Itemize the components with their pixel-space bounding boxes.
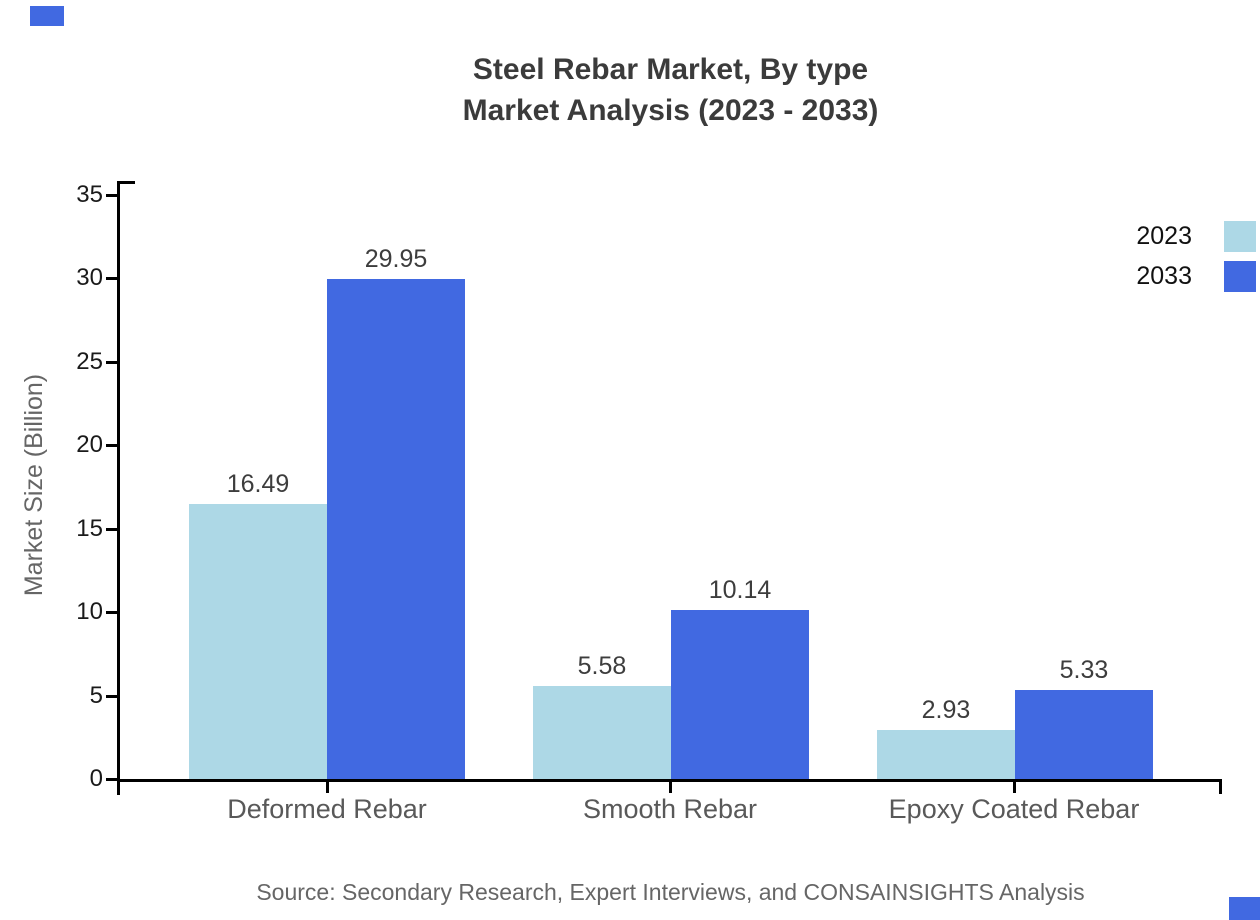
bar-2033-smooth-rebar bbox=[671, 610, 809, 779]
x-axis-spine bbox=[119, 779, 1222, 782]
y-tick-label: 20 bbox=[76, 431, 103, 459]
bar-value-label: 5.33 bbox=[1059, 656, 1109, 684]
category-label-deformed-rebar: Deformed Rebar bbox=[227, 794, 427, 824]
bar-value-label: 29.95 bbox=[364, 245, 428, 273]
bar-2023-epoxy-coated-rebar bbox=[877, 730, 1015, 779]
y-tick-mark bbox=[106, 778, 119, 781]
legend-label-2033: 2033 bbox=[1136, 262, 1192, 290]
chart-title: Steel Rebar Market, By type Market Analy… bbox=[119, 49, 1222, 131]
y-tick-mark bbox=[106, 611, 119, 615]
bar-value-label: 16.49 bbox=[226, 470, 290, 498]
legend-swatch-2023 bbox=[1224, 221, 1256, 252]
bar-value-label: 10.14 bbox=[708, 576, 772, 604]
brand-corner-mark-top-left bbox=[30, 6, 64, 26]
y-tick-label: 0 bbox=[89, 765, 103, 792]
y-tick-mark bbox=[106, 360, 119, 364]
y-axis-spine bbox=[117, 181, 120, 795]
y-tick-mark bbox=[106, 193, 119, 197]
chart-title-line-1: Steel Rebar Market, By type bbox=[472, 53, 869, 86]
bar-2023-deformed-rebar bbox=[189, 504, 327, 779]
y-tick-label: 35 bbox=[76, 180, 103, 208]
chart-title-line-2: Market Analysis (2023 - 2033) bbox=[462, 94, 879, 127]
brand-corner-mark-bottom-right bbox=[1229, 897, 1260, 920]
y-tick-label: 5 bbox=[89, 681, 103, 709]
x-tick-mark bbox=[669, 782, 672, 793]
y-tick-mark bbox=[106, 694, 119, 698]
bar-2023-smooth-rebar bbox=[533, 686, 671, 779]
x-tick-mark bbox=[1013, 782, 1016, 793]
y-tick-label: 30 bbox=[76, 264, 103, 292]
bar-value-label: 5.58 bbox=[577, 652, 627, 680]
y-tick-label: 10 bbox=[76, 598, 103, 626]
y-tick-label: 15 bbox=[76, 514, 103, 542]
y-tick-label: 25 bbox=[76, 347, 103, 375]
category-label-epoxy-coated-rebar: Epoxy Coated Rebar bbox=[888, 794, 1140, 824]
x-tick-mark bbox=[326, 782, 329, 793]
y-axis-end-cap bbox=[117, 181, 135, 184]
y-tick-mark bbox=[106, 527, 119, 531]
bar-value-label: 2.93 bbox=[921, 696, 971, 724]
x-axis-end-cap bbox=[1219, 779, 1222, 794]
legend-swatch-2033 bbox=[1224, 261, 1256, 292]
bar-2033-deformed-rebar bbox=[327, 279, 465, 779]
bar-2033-epoxy-coated-rebar bbox=[1015, 690, 1153, 779]
y-tick-mark bbox=[106, 277, 119, 281]
category-label-smooth-rebar: Smooth Rebar bbox=[582, 794, 758, 824]
source-attribution: Source: Secondary Research, Expert Inter… bbox=[256, 879, 1085, 905]
y-tick-mark bbox=[106, 444, 119, 448]
legend-label-2023: 2023 bbox=[1136, 222, 1192, 250]
